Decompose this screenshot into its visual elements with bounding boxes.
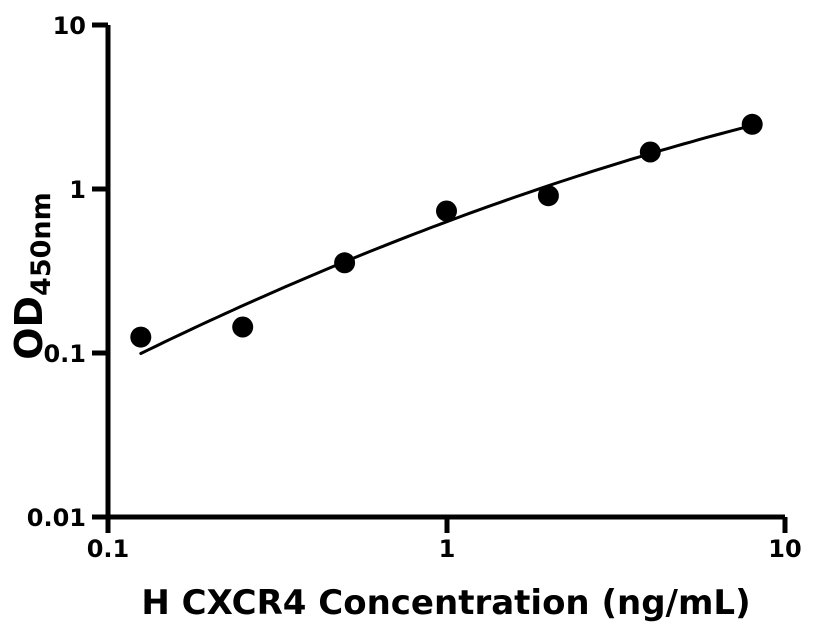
y-axis: 10 1 0.1 0.01: [27, 12, 111, 532]
x-axis-title: H CXCR4 Concentration (ng/mL): [141, 583, 750, 623]
y-tick-label: 0.01: [27, 504, 86, 532]
data-point: [741, 113, 763, 135]
y-tick-label: 0.1: [43, 340, 86, 368]
x-axis-ticks: [105, 517, 788, 533]
data-point: [334, 252, 356, 274]
data-points: [130, 113, 763, 348]
x-tick-label: 0.1: [87, 535, 130, 563]
y-tick-label: 10: [53, 12, 86, 40]
x-axis: 0.1 1 10: [87, 514, 802, 563]
y-axis-ticks: [92, 22, 108, 520]
data-point: [232, 316, 254, 338]
data-point: [537, 185, 559, 207]
y-axis-title-subscript: 450nm: [26, 192, 57, 296]
data-point: [436, 200, 457, 222]
x-tick-label: 1: [439, 535, 456, 563]
y-axis-title: OD450nm: [7, 192, 57, 360]
y-tick-label: 1: [69, 176, 86, 204]
data-point: [639, 141, 661, 163]
x-tick-label: 10: [768, 535, 801, 563]
fit-curve: [139, 123, 754, 355]
y-axis-title-main: OD: [7, 296, 51, 360]
data-point: [130, 326, 152, 348]
